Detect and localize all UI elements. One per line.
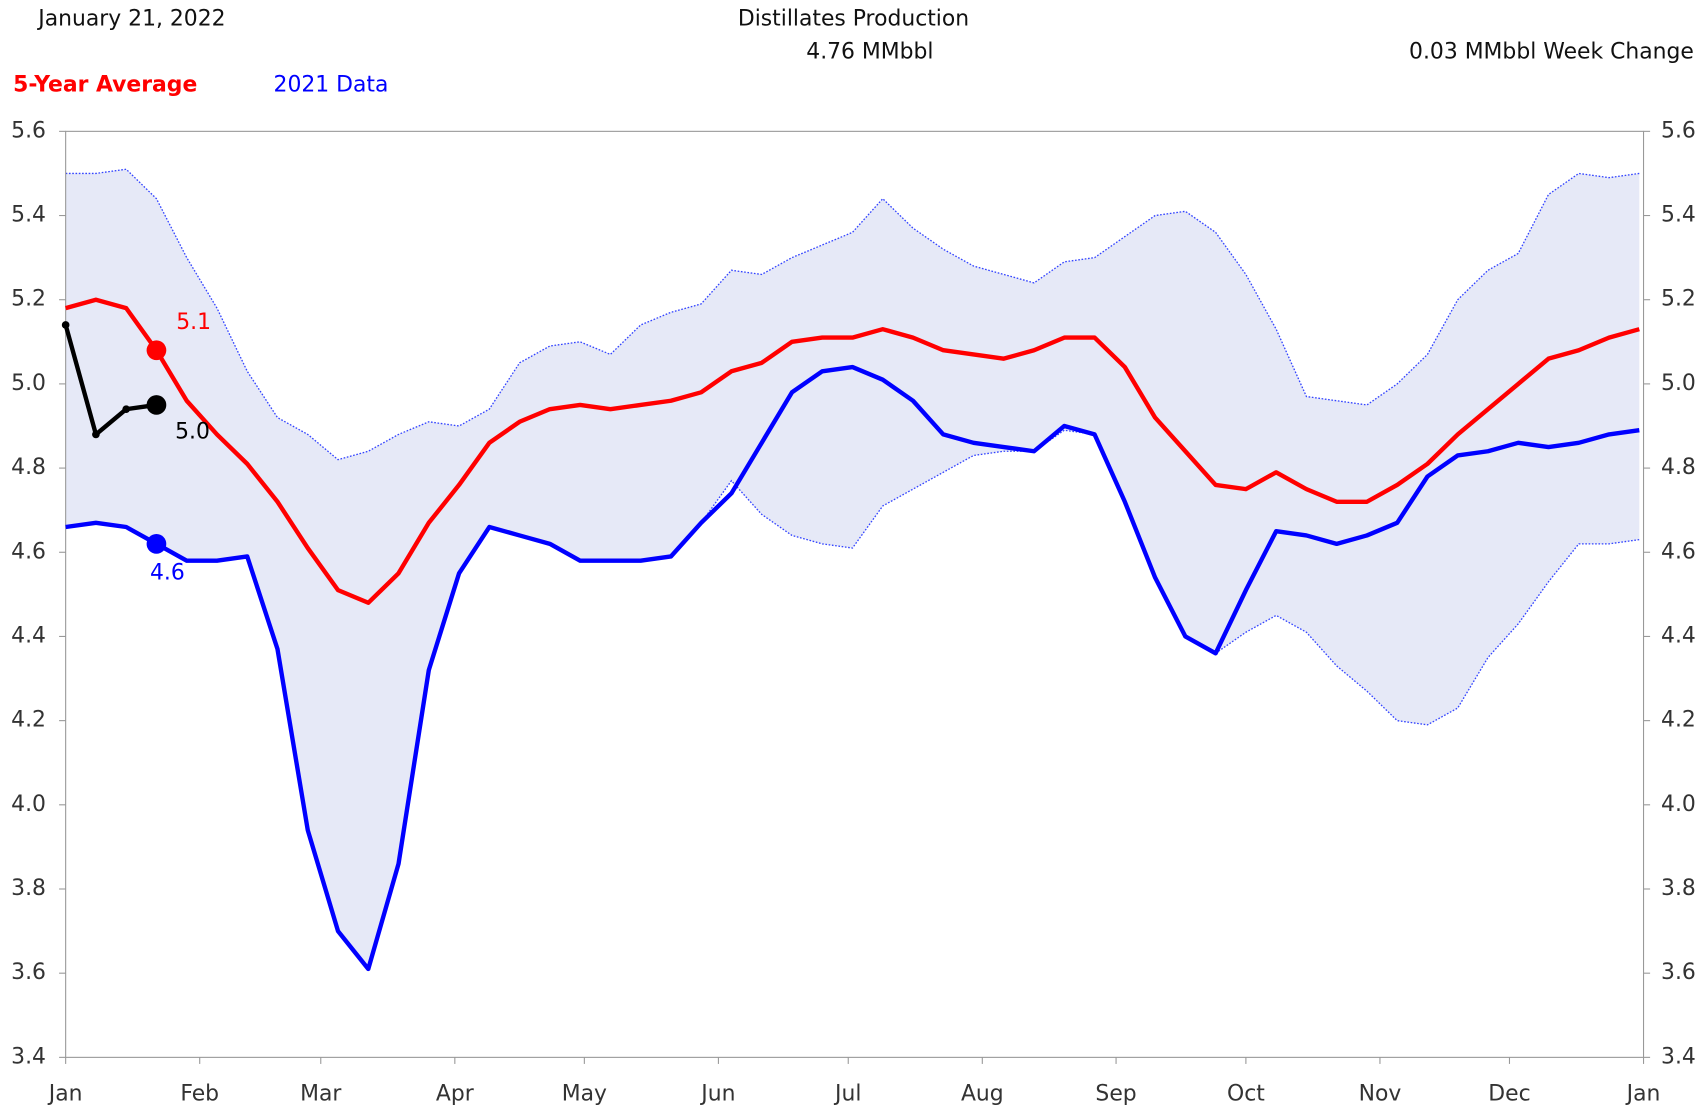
x-tick-label: Oct — [1227, 1082, 1265, 1107]
legend-entry: 5-Year Average — [13, 72, 197, 97]
end-marker — [146, 395, 167, 415]
y-tick-label: 4.2 — [11, 708, 46, 733]
x-tick-label: Jan — [1625, 1082, 1661, 1107]
y-tick-label: 3.4 — [11, 1044, 46, 1069]
y-tick-label: 3.6 — [11, 960, 46, 985]
y-tick-label: 5.6 — [11, 118, 46, 143]
x-tick-label: May — [562, 1082, 607, 1107]
y-tick-label: 4.4 — [11, 623, 46, 648]
vertex-dot — [61, 321, 70, 329]
date: January 21, 2022 — [36, 7, 225, 32]
value-label: 4.6 — [150, 560, 185, 585]
y2-tick-label: 4.0 — [1661, 792, 1696, 817]
y2-tick-label: 3.4 — [1661, 1044, 1696, 1069]
end-marker — [146, 340, 167, 361]
end-marker — [146, 533, 167, 554]
x-tick-label: Dec — [1488, 1082, 1530, 1107]
x-tick-label: Aug — [961, 1082, 1004, 1107]
y-tick-label: 3.8 — [11, 876, 46, 901]
y-tick-label: 4.6 — [11, 539, 46, 564]
series-line — [63, 324, 157, 437]
y2-tick-label: 4.8 — [1661, 455, 1696, 480]
range-line — [65, 168, 1640, 461]
y2-tick-label: 5.0 — [1661, 371, 1696, 396]
y2-tick-label: 4.2 — [1661, 708, 1696, 733]
y2-tick-label: 5.6 — [1661, 118, 1696, 143]
y-tick-label: 5.2 — [11, 287, 46, 312]
series-line — [65, 364, 1640, 972]
plot-frame — [65, 130, 1645, 1058]
x-tick-label: Nov — [1359, 1082, 1402, 1107]
x-tick-label: Jul — [833, 1082, 861, 1107]
value-label: 5.1 — [176, 310, 211, 335]
vertex-dot — [122, 405, 131, 413]
y2-tick-label: 4.4 — [1661, 623, 1696, 648]
value-label: 5.0 — [175, 419, 210, 444]
x-tick-label: Sep — [1095, 1082, 1136, 1107]
y2-tick-label: 3.8 — [1661, 876, 1696, 901]
y-tick-label: 5.4 — [11, 203, 46, 228]
series-line — [65, 297, 1640, 605]
y2-tick-label: 5.2 — [1661, 287, 1696, 312]
chart-title: Distillates Production — [738, 7, 969, 32]
x-tick-label: Jan — [47, 1082, 83, 1107]
y-tick-label: 4.0 — [11, 792, 46, 817]
week-change: 0.03 MMbbl Week Change — [1409, 40, 1694, 65]
x-tick-label: Jun — [699, 1082, 735, 1107]
x-tick-label: Feb — [180, 1082, 219, 1107]
x-tick-label: Apr — [436, 1082, 474, 1107]
y-tick-label: 4.8 — [11, 455, 46, 480]
chart-subtitle: 4.76 MMbbl — [806, 40, 933, 65]
x-tick-label: Mar — [300, 1082, 341, 1107]
vertex-dot — [92, 430, 100, 439]
y2-tick-label: 4.6 — [1661, 539, 1696, 564]
legend-entry: 2021 Data — [274, 72, 389, 97]
y-tick-label: 5.0 — [11, 371, 46, 396]
y2-tick-label: 3.6 — [1661, 960, 1696, 985]
y2-tick-label: 5.4 — [1661, 203, 1696, 228]
range-band — [65, 169, 1640, 969]
